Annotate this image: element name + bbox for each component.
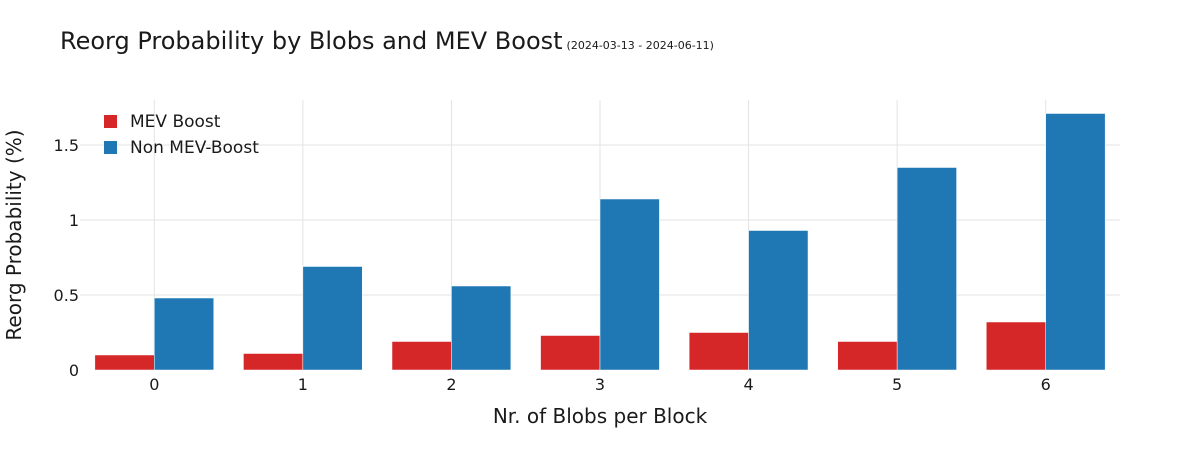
legend-label-mev-boost: MEV Boost [130,112,221,132]
chart-title-text: Reorg Probability by Blobs and MEV Boost [60,27,563,55]
y-tick-label: 0.5 [54,286,79,305]
bar-mev-boost-3 [540,335,601,371]
x-tick-labels: 0 1 2 3 4 5 6 [149,375,1051,394]
legend-swatch-non-mev-boost [104,141,117,154]
x-tick-label: 5 [892,375,902,394]
x-tick-label: 3 [595,375,605,394]
x-axis-label: Nr. of Blobs per Block [493,404,708,428]
chart-title: Reorg Probability by Blobs and MEV Boost… [60,27,714,55]
bar-mev-boost-2 [391,341,452,371]
x-tick-label: 4 [743,375,753,394]
bar-mev-boost-1 [243,353,304,371]
legend-label-non-mev-boost: Non MEV-Boost [130,138,259,158]
bar-mev-boost-4 [688,332,749,371]
bar-non-mev-boost-0 [154,297,214,371]
bar-mev-boost-6 [986,321,1046,371]
bar-non-mev-boost-6 [1045,113,1106,371]
bar-non-mev-boost-2 [451,285,512,371]
y-tick-label: 0 [69,361,79,380]
bar-non-mev-boost-3 [599,198,660,371]
y-tick-label: 1 [69,211,79,230]
legend: MEV Boost Non MEV-Boost [104,112,259,158]
bars [94,113,1106,371]
x-tick-label: 2 [446,375,456,394]
x-tick-label: 0 [149,375,159,394]
x-tick-label: 1 [298,375,308,394]
y-tick-label: 1.5 [54,136,79,155]
chart-subtitle: (2024-03-13 - 2024-06-11) [566,39,714,52]
bar-non-mev-boost-4 [748,230,809,371]
x-tick-label: 6 [1041,375,1051,394]
bar-non-mev-boost-1 [302,266,363,371]
y-tick-labels: 0 0.5 1 1.5 [54,136,79,380]
bar-mev-boost-5 [837,341,898,371]
bar-non-mev-boost-5 [896,167,957,371]
y-axis-label: Reorg Probability (%) [2,129,26,340]
bar-mev-boost-0 [94,354,155,371]
legend-swatch-mev-boost [104,115,117,128]
